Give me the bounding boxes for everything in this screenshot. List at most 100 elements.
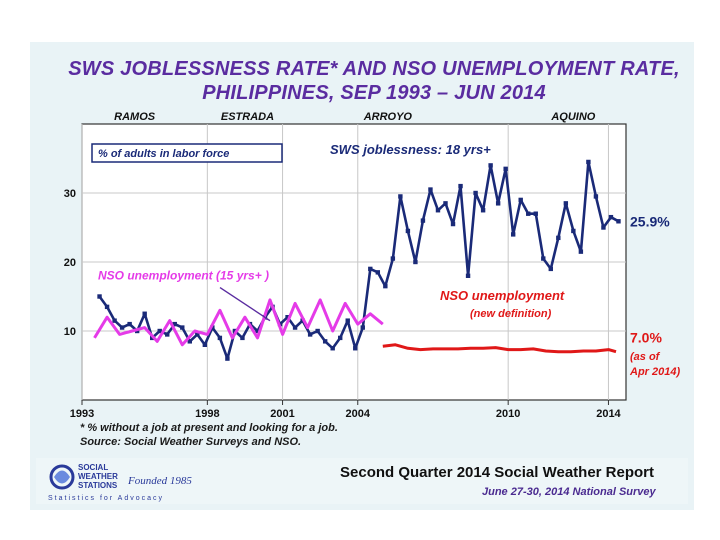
report-subtitle: June 27-30, 2014 National Survey [482, 486, 656, 498]
data-point-sws [112, 318, 117, 323]
data-point-sws [127, 321, 132, 327]
nso-end-note2: Apr 2014) [629, 366, 680, 378]
data-point-sws [435, 208, 441, 213]
logo-line2: WEATHER [78, 472, 118, 481]
data-point-sws [450, 221, 456, 227]
data-point-sws [172, 321, 177, 327]
logo-wave-icon [54, 470, 70, 484]
nso-old-pointer-arrowhead-icon [262, 314, 270, 321]
line-chart: 10 20 30 1993 1998 2001 2004 2010 2014 RAMOS ESTRA… [64, 111, 681, 420]
logo-line1: SOCIAL [78, 463, 108, 472]
data-point-sws [473, 190, 478, 196]
note-box-text: % of adults in labor force [98, 148, 229, 160]
data-point-sws [526, 211, 531, 216]
y-tick-label: 20 [64, 257, 76, 269]
nso-old-series-label: NSO unemployment (15 yrs+ ) [98, 268, 269, 282]
data-point-sws [202, 342, 208, 347]
data-point-sws [240, 335, 245, 341]
nso-old-pointer [219, 286, 271, 322]
data-point-sws [390, 256, 396, 261]
president-label: ESTRADA [221, 111, 274, 123]
logo-founded: Founded 1985 [127, 475, 192, 487]
chart-title-line1: SWS JOBLESSNESS RATE* AND NSO UNEMPLOYME… [68, 58, 680, 80]
logo-tagline: Statistics for Advocacy [48, 495, 164, 502]
data-point-sws [533, 211, 538, 216]
sws-series-label: SWS joblessness: 18 yrs+ [330, 142, 491, 157]
data-point-sws [571, 228, 576, 234]
x-tick-label: 2010 [496, 408, 520, 420]
y-tick-label: 10 [64, 326, 76, 338]
data-point-sws [480, 208, 486, 213]
data-point-sws [420, 218, 426, 223]
data-point-sws [353, 346, 358, 351]
data-point-sws [488, 163, 493, 168]
data-point-sws [180, 325, 185, 330]
data-point-sws [458, 183, 463, 189]
data-point-sws [315, 328, 320, 334]
logo-line3: STATIONS [78, 481, 118, 490]
data-point-sws [383, 283, 388, 289]
data-point-sws [548, 266, 553, 272]
logo-swirl-icon [49, 464, 75, 490]
data-point-sws [292, 325, 298, 330]
footnote-definition: * % without a job at present and looking… [80, 422, 338, 434]
data-point-sws [465, 273, 471, 278]
x-tick-label: 1993 [70, 408, 94, 420]
data-point-sws [578, 249, 584, 254]
data-point-sws [104, 304, 110, 310]
x-tick-label: 2004 [346, 408, 371, 420]
data-point-sws [608, 214, 614, 220]
data-point-sws [495, 201, 501, 206]
data-point-sws [345, 318, 350, 323]
data-point-sws [360, 325, 365, 330]
sws-logo: SOCIAL WEATHER STATIONS Founded 1985 Sta… [48, 463, 192, 502]
data-point-sws [503, 166, 508, 172]
data-point-sws [225, 356, 230, 361]
data-point-sws [563, 201, 569, 206]
data-point-sws [187, 339, 192, 344]
slide-panel: SWS JOBLESSNESS RATE* AND NSO UNEMPLOYME… [30, 42, 694, 510]
report-title: Second Quarter 2014 Social Weather Repor… [340, 464, 654, 481]
sws-end-value: 25.9% [630, 213, 670, 229]
data-point-sws [307, 332, 313, 337]
footnote-source: Source: Social Weather Surveys and NSO. [80, 436, 302, 448]
data-point-sws [518, 197, 523, 203]
y-tick-label: 30 [64, 188, 76, 200]
president-label: RAMOS [114, 111, 156, 123]
data-point-sws [157, 328, 162, 334]
data-point-sws [413, 259, 418, 265]
data-point-sws [428, 187, 433, 192]
data-point-sws [510, 232, 516, 237]
data-point-sws [195, 332, 200, 337]
data-point-sws [322, 339, 328, 344]
report-footer: SOCIAL WEATHER STATIONS Founded 1985 Sta… [36, 458, 688, 504]
data-point-sws [556, 235, 561, 241]
data-point-sws [255, 328, 260, 334]
data-point-sws [119, 325, 125, 330]
data-point-sws [165, 332, 170, 337]
nso-end-note1: (as of [630, 351, 661, 363]
x-tick-label: 2014 [596, 408, 621, 420]
data-point-sws [541, 256, 546, 261]
data-point-sws [586, 159, 591, 165]
president-label: ARROYO [363, 111, 413, 123]
nso-new-series-label: NSO unemployment [440, 288, 565, 303]
data-point-sws [368, 266, 373, 272]
data-point-sws [601, 225, 606, 230]
chart-title-line2: PHILIPPINES, SEP 1993 – JUN 2014 [202, 82, 546, 104]
data-point-sws [375, 270, 381, 275]
president-label: AQUINO [550, 111, 595, 123]
data-point-sws [398, 194, 403, 199]
nso-end-value: 7.0% [630, 330, 662, 346]
data-point-sws [338, 335, 343, 341]
data-point-sws [142, 311, 147, 316]
data-point-sws [330, 346, 335, 351]
data-point-sws [97, 294, 102, 299]
data-point-sws [285, 315, 290, 320]
nso-new-subtitle: (new definition) [470, 308, 552, 320]
data-point-sws [217, 335, 223, 341]
x-tick-label: 2001 [270, 408, 294, 420]
data-point-sws [593, 194, 599, 199]
series-line-sws [98, 160, 620, 360]
data-point-sws [405, 228, 411, 234]
